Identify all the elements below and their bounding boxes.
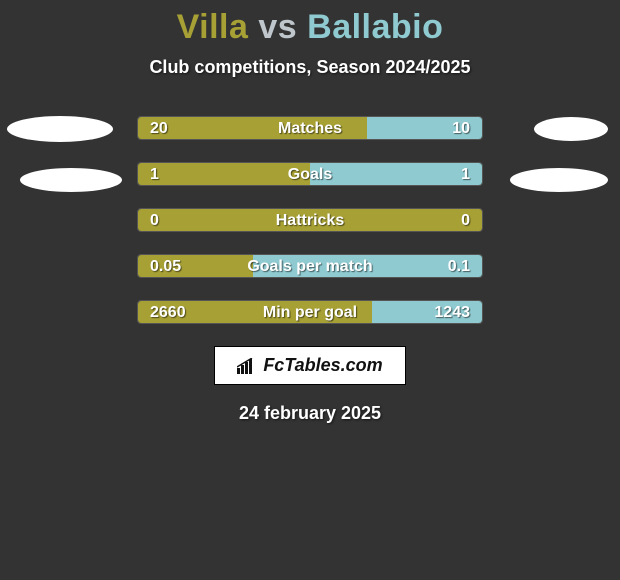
team-a-marker-2: [20, 168, 122, 192]
stat-label: Goals: [138, 163, 482, 186]
page-title: Villa vs Ballabio: [0, 0, 620, 47]
bar-chart-icon: [237, 358, 257, 374]
stat-row: 20 Matches 10: [137, 116, 483, 140]
team-a-marker-1: [7, 116, 113, 142]
stat-row: 0.05 Goals per match 0.1: [137, 254, 483, 278]
comparison-infographic: Villa vs Ballabio Club competitions, Sea…: [0, 0, 620, 580]
stat-value-right: 1: [461, 163, 470, 186]
stat-value-right: 0.1: [448, 255, 470, 278]
stat-row: 1 Goals 1: [137, 162, 483, 186]
stat-label: Hattricks: [138, 209, 482, 232]
stat-row: 0 Hattricks 0: [137, 208, 483, 232]
title-separator: vs: [258, 8, 297, 46]
stat-label: Min per goal: [138, 301, 482, 324]
team-b-marker-2: [510, 168, 608, 192]
stat-value-right: 1243: [434, 301, 470, 324]
subtitle: Club competitions, Season 2024/2025: [0, 57, 620, 78]
footer-brand-wrap: FcTables.com: [0, 346, 620, 385]
team-b-marker-1: [534, 117, 608, 141]
team-a-name: Villa: [177, 8, 249, 46]
footer-brand: FcTables.com: [214, 346, 405, 385]
stat-label: Goals per match: [138, 255, 482, 278]
stat-value-right: 10: [452, 117, 470, 140]
chart-area: 20 Matches 10 1 Goals 1 0 Hattricks 0: [0, 116, 620, 324]
footer-brand-text: FcTables.com: [263, 355, 382, 376]
stat-value-right: 0: [461, 209, 470, 232]
stat-label: Matches: [138, 117, 482, 140]
team-b-name: Ballabio: [307, 8, 443, 46]
stat-row: 2660 Min per goal 1243: [137, 300, 483, 324]
footer-date: 24 february 2025: [0, 403, 620, 424]
stat-rows: 20 Matches 10 1 Goals 1 0 Hattricks 0: [137, 116, 483, 324]
